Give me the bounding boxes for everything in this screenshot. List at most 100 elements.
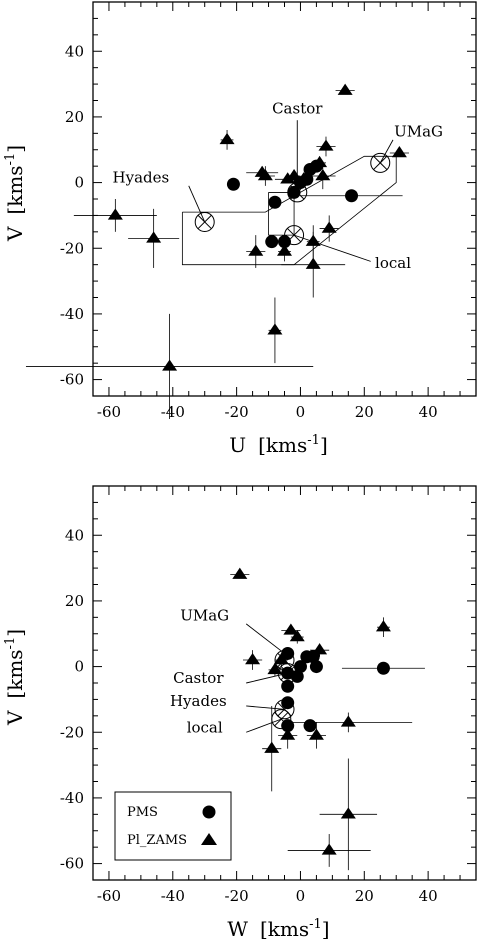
x-tick-label: 40 <box>419 403 438 421</box>
annotation-label: Castor <box>173 669 224 687</box>
y-tick-label: -20 <box>60 239 84 257</box>
zams-point <box>312 155 328 168</box>
annotation-label: UMaG <box>180 607 229 625</box>
x-tick-label: -40 <box>161 403 185 421</box>
legend-marker-triangle <box>201 833 217 845</box>
legend-box <box>114 791 232 861</box>
x-tick-label: 20 <box>355 403 374 421</box>
y-tick-label: 40 <box>65 42 84 60</box>
zams-point <box>289 630 305 642</box>
annotation-label: Castor <box>272 100 323 118</box>
plot-frame <box>92 1 477 397</box>
zams-point <box>107 208 123 220</box>
x-tick-label: 0 <box>296 887 306 905</box>
y-tick-label: -60 <box>60 371 84 389</box>
group-center-cross <box>287 228 302 243</box>
y-tick-label: -40 <box>60 789 84 807</box>
leader-line <box>246 718 282 733</box>
zams-point <box>277 244 292 256</box>
zams-point <box>280 728 296 740</box>
x-axis-unit: [kms <box>260 917 309 941</box>
group-center-circle <box>284 225 305 246</box>
zams-point <box>318 139 334 151</box>
group-center-circle <box>194 211 215 232</box>
pms-point <box>287 185 301 199</box>
pms-point <box>268 195 282 209</box>
annotation-label: Hyades <box>170 692 227 710</box>
group-center-cross <box>373 155 388 170</box>
y-axis-unit-close: ] <box>3 629 27 637</box>
y-tick-label: 20 <box>65 108 84 126</box>
zams-point <box>219 132 235 145</box>
x-tick-label: -20 <box>225 403 249 421</box>
leader-line <box>188 185 206 223</box>
y-tick-label: 0 <box>74 658 84 676</box>
y-axis-unit-exp: -1 <box>3 153 18 166</box>
x-axis-letter: W <box>227 917 248 941</box>
y-axis-unit-exp: -1 <box>3 637 18 650</box>
group-center-circle <box>370 152 391 173</box>
legend-label: PMS <box>127 805 158 820</box>
x-tick-label: -20 <box>225 887 249 905</box>
pms-point <box>293 660 307 674</box>
group-center-circle <box>271 709 292 730</box>
x-tick-label: -60 <box>97 403 121 421</box>
leader-line <box>293 234 371 262</box>
y-tick-label: 40 <box>65 526 84 544</box>
zams-point <box>273 653 289 665</box>
zams-point <box>340 715 356 727</box>
y-tick-label: -40 <box>60 305 84 323</box>
zams-point <box>296 172 312 184</box>
leader-line <box>245 623 285 654</box>
leader-line <box>246 672 288 684</box>
zams-point <box>286 169 302 181</box>
pms-point <box>265 235 279 249</box>
annotation-label: UMaG <box>394 123 443 141</box>
group-center-cross <box>290 185 305 200</box>
pms-point <box>309 660 323 674</box>
zams-point <box>280 172 296 184</box>
zams-point <box>245 653 261 665</box>
y-tick-label: -60 <box>60 855 84 873</box>
group-center-circle <box>287 182 308 203</box>
leader-line <box>379 139 394 164</box>
region-outline <box>181 155 397 266</box>
zams-point <box>248 244 264 256</box>
zams-point <box>146 231 162 243</box>
y-tick-label: 0 <box>74 174 84 192</box>
y-axis-unit: [kms <box>3 165 27 214</box>
x-axis-unit-exp: -1 <box>309 917 322 932</box>
group-center-cross <box>277 702 292 717</box>
zams-point <box>308 728 324 740</box>
zams-point <box>257 169 273 181</box>
zams-point <box>264 741 280 753</box>
annotation-label: local <box>375 254 411 272</box>
zams-point <box>315 169 331 181</box>
group-center-cross <box>280 666 295 681</box>
y-axis-title: V [kms-1] <box>3 629 27 726</box>
x-axis-unit: [kms <box>258 433 307 457</box>
zams-point <box>312 643 328 655</box>
x-tick-label: -60 <box>97 887 121 905</box>
x-axis-unit-close: ] <box>322 917 330 941</box>
pms-point <box>281 679 295 693</box>
x-tick-label: -40 <box>161 887 185 905</box>
pms-point <box>376 661 390 675</box>
y-axis-unit-close: ] <box>3 145 27 153</box>
x-axis-title: W [kms-1] <box>227 917 329 941</box>
y-axis-letter: V <box>3 226 27 242</box>
pms-point <box>226 177 240 191</box>
group-center-cross <box>274 712 289 727</box>
zams-point <box>321 843 337 855</box>
zams-point <box>375 620 391 632</box>
group-center-circle <box>277 663 298 684</box>
group-center-circle <box>274 699 295 720</box>
x-tick-label: 20 <box>355 887 374 905</box>
y-axis-letter: V <box>3 710 27 726</box>
x-tick-label: 40 <box>419 887 438 905</box>
zams-point <box>340 807 356 819</box>
zams-point <box>391 146 407 158</box>
x-axis-unit-close: ] <box>320 433 328 457</box>
